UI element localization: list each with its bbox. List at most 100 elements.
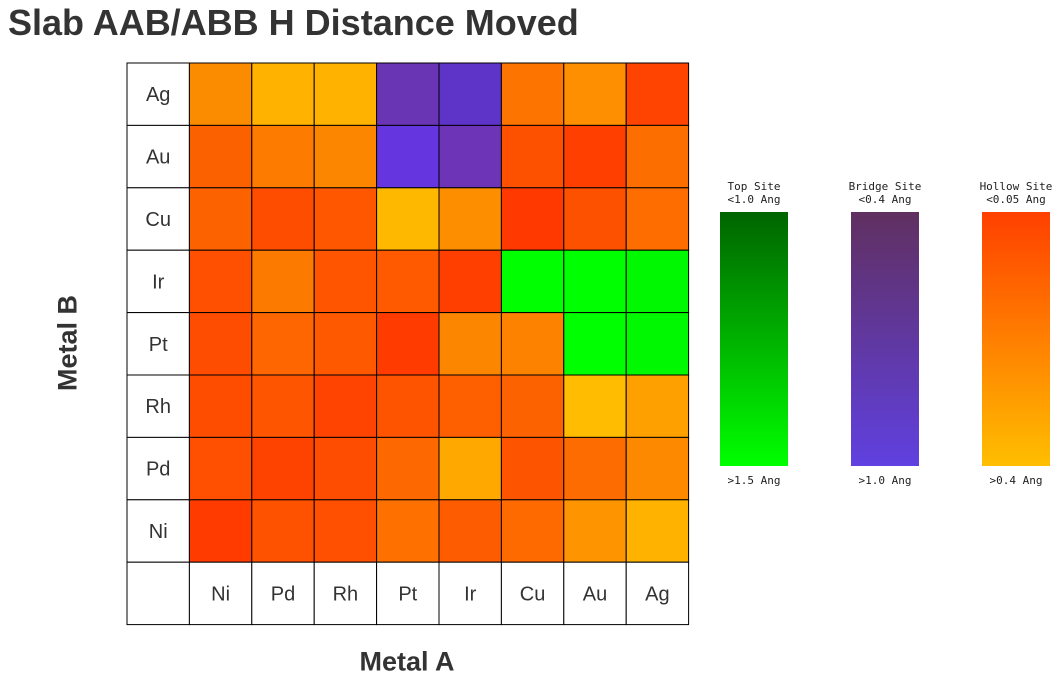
heatmap-cell-ag-rh	[313, 62, 378, 126]
heatmap-cell-ni-cu	[500, 499, 565, 563]
heatmap-cell-pd-pd	[251, 436, 315, 501]
y-tick-label-au: Au	[146, 147, 170, 169]
y-tick-cell-ni	[126, 499, 190, 563]
x-tick-cell-pt	[376, 561, 440, 626]
hollow-site-color-bar	[982, 212, 1050, 466]
heatmap-cell-pt-pd	[251, 312, 315, 376]
heatmap-cell-ir-cu	[500, 249, 565, 314]
heatmap-cell-au-au	[563, 124, 627, 189]
heatmap-cell-ni-ni	[188, 499, 253, 563]
heatmap-cell-cu-ni	[188, 187, 253, 251]
heatmap-cell-ag-ni	[188, 62, 253, 126]
heatmap-cell-ni-rh	[313, 499, 378, 563]
top-site-legend-bottom: >1.5 Ang	[727, 474, 781, 487]
heatmap-cell-cu-ir	[438, 187, 502, 251]
x-tick-label-ni: Ni	[211, 583, 230, 605]
heatmap-cell-pd-cu	[500, 436, 565, 501]
heatmap-cell-ag-cu	[500, 62, 565, 126]
bridge-site-legend-bottom: >1.0 Ang	[858, 474, 912, 487]
y-tick-label-ni: Ni	[149, 521, 168, 543]
y-tick-label-rh: Rh	[145, 396, 171, 418]
y-tick-label-ir: Ir	[152, 271, 165, 293]
x-tick-cell-pd	[251, 561, 315, 626]
heatmap-cell-pt-ir	[438, 312, 502, 376]
x-tick-cell-ir	[438, 561, 502, 626]
heatmap-cell-ag-ir	[438, 62, 502, 126]
heatmap-cell-pt-pt	[376, 312, 440, 376]
heatmap-cell-cu-au	[563, 187, 627, 251]
heatmap-cell-ag-ag	[625, 62, 690, 126]
heatmap-cell-ni-pt	[376, 499, 440, 563]
heatmap-cell-ni-au	[563, 499, 627, 563]
hollow-site-legend-title: Hollow Site	[979, 180, 1053, 193]
top-site-legend-threshold: <1.0 Ang	[727, 193, 781, 206]
heatmap-cell-pt-cu	[500, 312, 565, 376]
heatmap-cell-cu-cu	[500, 187, 565, 251]
heatmap-cell-au-pt	[376, 124, 440, 189]
heatmap-cell-rh-au	[563, 374, 627, 438]
heatmap-cell-pt-au	[563, 312, 627, 376]
x-tick-label-rh: Rh	[333, 583, 359, 605]
heatmap-cell-pd-au	[563, 436, 627, 501]
x-tick-label-ag: Ag	[645, 583, 669, 605]
chart-title: Slab AAB/ABB H Distance Moved	[8, 2, 579, 43]
heatmap-cell-pd-ir	[438, 436, 502, 501]
hollow-site-legend: Hollow Site <0.05 Ang >0.4 Ang	[966, 180, 1058, 487]
heatmap-cell-pt-rh	[313, 312, 378, 376]
hollow-site-legend-threshold: <0.05 Ang	[986, 193, 1046, 206]
heatmap-cell-rh-rh	[313, 374, 378, 438]
heatmap-cell-ni-ag	[625, 499, 690, 563]
heatmap-cell-ag-pd	[251, 62, 315, 126]
top-site-legend-title: Top Site	[727, 180, 781, 193]
x-tick-cell-ni	[188, 561, 253, 626]
heatmap-cell-rh-cu	[500, 374, 565, 438]
heatmap-cell-au-pd	[251, 124, 315, 189]
x-tick-label-ir: Ir	[464, 583, 477, 605]
heatmap-cell-ir-pd	[251, 249, 315, 314]
heatmap-cell-ir-pt	[376, 249, 440, 314]
x-tick-label-au: Au	[583, 583, 607, 605]
bridge-site-legend-threshold: <0.4 Ang	[858, 193, 912, 206]
y-tick-label-cu: Cu	[145, 209, 171, 231]
top-site-legend: Top Site <1.0 Ang >1.5 Ang	[704, 180, 804, 487]
heatmap-cell-pt-ni	[188, 312, 253, 376]
heatmap-cell-pd-ag	[625, 436, 690, 501]
x-tick-cell-cu	[500, 561, 565, 626]
heatmap-cell-ir-ir	[438, 249, 502, 314]
heatmap-cell-ag-pt	[376, 62, 440, 126]
heatmap-cell-rh-ni	[188, 374, 253, 438]
heatmap-cell-pd-ni	[188, 436, 253, 501]
x-tick-label-pt: Pt	[398, 583, 417, 605]
heatmap-cell-pd-rh	[313, 436, 378, 501]
y-tick-cell-ag	[126, 62, 190, 126]
y-tick-label-pt: Pt	[149, 334, 168, 356]
heatmap-cell-pd-pt	[376, 436, 440, 501]
heatmap-cell-cu-ag	[625, 187, 690, 251]
heatmap-cell-rh-ir	[438, 374, 502, 438]
bridge-site-legend: Bridge Site <0.4 Ang >1.0 Ang	[835, 180, 935, 487]
x-tick-label-pd: Pd	[271, 583, 295, 605]
heatmap-cell-rh-pt	[376, 374, 440, 438]
top-site-color-bar	[720, 212, 788, 466]
heatmap-cell-au-ni	[188, 124, 253, 189]
heatmap-cell-rh-pd	[251, 374, 315, 438]
heatmap-cell-ir-rh	[313, 249, 378, 314]
heatmap-cell-au-ag	[625, 124, 690, 189]
heatmap-cell-cu-pd	[251, 187, 315, 251]
bridge-site-color-bar	[851, 212, 919, 466]
x-axis-label: Metal A	[359, 646, 455, 677]
heatmap-cell-ir-ni	[188, 249, 253, 314]
y-tick-label-pd: Pd	[146, 459, 170, 481]
heatmap-cell-au-cu	[500, 124, 565, 189]
heatmap-cell-ni-pd	[251, 499, 315, 563]
heatmap-cell-cu-pt	[376, 187, 440, 251]
heatmap-cell-au-rh	[313, 124, 378, 189]
y-tick-cell-cu	[126, 187, 190, 251]
heatmap-cell-rh-ag	[625, 374, 690, 438]
x-tick-cell-au	[563, 561, 627, 626]
y-tick-label-ag: Ag	[146, 84, 170, 106]
heatmap-cell-au-ir	[438, 124, 502, 189]
x-tick-cell-ag	[625, 561, 690, 626]
corner-cell	[126, 561, 190, 626]
